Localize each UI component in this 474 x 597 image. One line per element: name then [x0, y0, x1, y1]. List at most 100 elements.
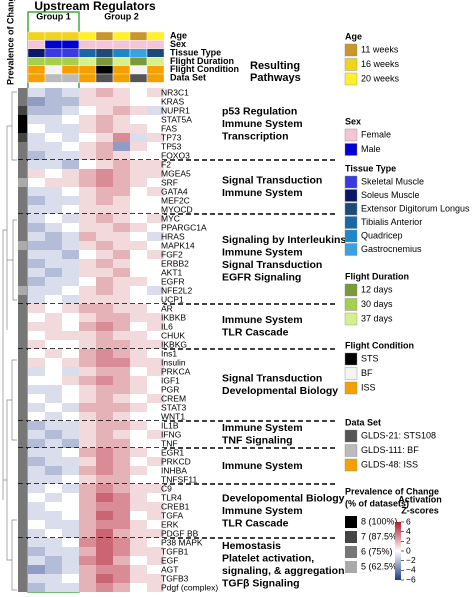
annotation-cell — [95, 48, 114, 58]
heat-cell — [62, 151, 79, 160]
heat-cell — [79, 187, 96, 196]
heat-cell — [96, 268, 113, 277]
prevalence-cell — [18, 88, 27, 97]
heat-cell — [79, 331, 96, 340]
heat-cell — [45, 457, 62, 466]
heat-cell — [45, 214, 62, 223]
heat-cell — [96, 466, 113, 475]
heat-cell — [96, 502, 113, 511]
heat-cell — [147, 538, 164, 547]
heat-cell — [130, 205, 147, 214]
heat-cell — [130, 196, 147, 205]
heat-cell — [130, 529, 147, 538]
heat-cell — [113, 232, 130, 241]
gene-label: Pdgf (complex) — [161, 582, 218, 592]
heat-cell — [62, 124, 79, 133]
group-label: Group 1 — [36, 11, 71, 21]
legend-title: Data Set — [345, 417, 381, 427]
heat-cell — [130, 178, 147, 187]
heat-cell — [28, 250, 45, 259]
heat-cell — [147, 160, 164, 169]
heat-cell — [113, 133, 130, 142]
heat-cell — [130, 331, 147, 340]
heat-cell — [62, 340, 79, 349]
prevalence-cell — [18, 403, 27, 412]
heat-cell — [45, 358, 62, 367]
heat-cell — [130, 133, 147, 142]
heat-cell — [113, 565, 130, 574]
heat-cell — [79, 484, 96, 493]
heat-cell — [130, 385, 147, 394]
heat-cell — [79, 106, 96, 115]
heat-cell — [28, 520, 45, 529]
prevalence-cell — [18, 151, 27, 160]
heat-cell — [45, 475, 62, 484]
annotation-cell — [44, 40, 63, 50]
heat-cell — [45, 106, 62, 115]
prevalence-cell — [18, 205, 27, 214]
heat-cell — [147, 430, 164, 439]
heat-cell — [45, 178, 62, 187]
prevalence-cell — [18, 520, 27, 529]
annotation-cell — [146, 31, 165, 41]
legend-label: 20 weeks — [361, 73, 400, 83]
legend-title: Tissue Type — [345, 163, 396, 173]
prevalence-cell — [18, 133, 27, 142]
legend-swatch — [344, 444, 358, 457]
heat-cell — [28, 322, 45, 331]
heat-cell — [28, 358, 45, 367]
heat-cell — [62, 178, 79, 187]
heat-cell — [79, 439, 96, 448]
annotation-cell — [27, 65, 46, 75]
legend-label: 7 (87.5%) — [361, 531, 400, 541]
legend-swatch — [344, 216, 358, 229]
heat-cell — [113, 205, 130, 214]
annotation-cell — [95, 57, 114, 66]
pathway-label: EGFR Signaling — [222, 272, 301, 284]
heat-cell — [45, 421, 62, 430]
gene-label: KRAS — [161, 96, 184, 106]
prevalence-cell — [18, 142, 27, 151]
heat-cell — [96, 259, 113, 268]
pathway-label: Immune System — [222, 460, 303, 472]
heat-cell — [130, 421, 147, 430]
heat-cell — [147, 376, 164, 385]
heat-cell — [62, 241, 79, 250]
prevalence-cell — [18, 493, 27, 502]
heat-cell — [130, 97, 147, 106]
heat-cell — [79, 448, 96, 457]
legend-label: GLDS-48: ISS — [361, 459, 418, 469]
heat-cell — [130, 268, 147, 277]
colorbar-tick-label: 4 — [406, 526, 411, 536]
heat-cell — [62, 286, 79, 295]
heat-cell — [113, 295, 130, 304]
prevalence-cell — [18, 169, 27, 178]
heat-cell — [96, 349, 113, 358]
heat-cell — [79, 430, 96, 439]
heat-cell — [130, 403, 147, 412]
heat-cell — [96, 286, 113, 295]
heat-cell — [28, 511, 45, 520]
heat-cell — [130, 475, 147, 484]
gene-label: SRF — [161, 177, 178, 187]
heat-cell — [113, 178, 130, 187]
annotation-cell — [61, 65, 80, 75]
heat-cell — [130, 88, 147, 97]
heat-cell — [113, 484, 130, 493]
pathway-label: Immune System — [222, 505, 303, 517]
heat-cell — [113, 448, 130, 457]
heat-cell — [147, 394, 164, 403]
heat-cell — [62, 439, 79, 448]
heat-cell — [45, 169, 62, 178]
heat-cell — [45, 583, 62, 592]
gene-label: CREB1 — [161, 501, 190, 511]
heat-cell — [62, 106, 79, 115]
pathway-label: TNF Signaling — [222, 435, 293, 447]
heat-cell — [130, 250, 147, 259]
prevalence-cell — [18, 376, 27, 385]
legend-swatch — [344, 189, 358, 202]
heat-cell — [45, 304, 62, 313]
pathway-label: signaling, & aggregation — [222, 565, 345, 577]
gene-label: PGR — [161, 384, 179, 394]
pathway-label: Immune System — [222, 247, 303, 259]
